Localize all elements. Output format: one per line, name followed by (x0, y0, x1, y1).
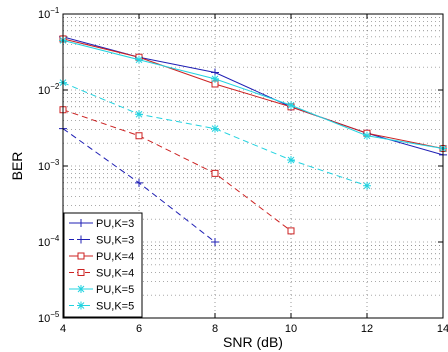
series-line (62, 38, 444, 149)
data-point (211, 238, 219, 246)
legend-entry: SU,K=5 (69, 301, 134, 313)
data-point (135, 178, 143, 187)
grid (62, 14, 444, 319)
x-tick-label: 10 (285, 323, 297, 335)
legend-marker (77, 219, 85, 227)
legend-label: SU,K=4 (96, 268, 134, 280)
legend: PU,K=3 SU,K=3 PU,K=4 SU,K=4 PU,K=5 SU,K=5 (63, 212, 143, 318)
legend-label: SU,K=5 (96, 301, 134, 313)
legend-entry: PU,K=4 (69, 251, 134, 263)
data-point (287, 101, 295, 110)
x-tick-label: 14 (437, 323, 448, 335)
data-point (363, 181, 371, 190)
x-axis-label: SNR (dB) (223, 334, 283, 350)
series-5 (59, 36, 447, 153)
legend-marker (77, 252, 85, 260)
y-tick-label: 10−2 (38, 82, 60, 97)
x-tick-label: 8 (212, 323, 218, 335)
data-point (135, 132, 143, 140)
x-tick-label: 12 (361, 323, 373, 335)
y-tick-label: 10−1 (38, 6, 60, 21)
legend-label: PU,K=5 (96, 284, 134, 296)
y-axis-label: BER (9, 152, 25, 181)
data-point (211, 124, 219, 133)
data-point (363, 131, 371, 140)
data-point (211, 74, 219, 83)
series-line (62, 109, 292, 232)
ticks: 4 6 8 10 12 14 10−5 10−4 10−3 10−2 10−1 (38, 6, 448, 335)
legend-box (63, 212, 143, 318)
data-point (135, 55, 143, 64)
legend-marker (77, 235, 85, 244)
y-tick-label: 10−4 (38, 234, 60, 249)
y-tick-label: 10−5 (38, 310, 60, 325)
x-tick-label: 4 (60, 323, 66, 335)
series-line (62, 82, 368, 187)
series-line (62, 39, 444, 149)
data-point (287, 155, 295, 164)
legend-marker (77, 285, 85, 293)
legend-marker (77, 301, 85, 310)
data-point (211, 169, 219, 177)
y-tick-label: 10−3 (38, 158, 60, 173)
data-point (135, 110, 143, 119)
series-3 (59, 35, 447, 152)
legend-entry: PU,K=5 (69, 284, 134, 296)
x-tick-label: 6 (136, 323, 142, 335)
legend-marker (77, 269, 85, 276)
legend-entry: SU,K=3 (69, 235, 134, 247)
data-point (287, 227, 295, 235)
legend-entry: SU,K=4 (69, 268, 134, 280)
legend-label: PU,K=3 (96, 218, 134, 230)
legend-label: PU,K=4 (96, 251, 134, 263)
legend-label: SU,K=3 (96, 235, 134, 247)
legend-entry: PU,K=3 (69, 218, 134, 230)
